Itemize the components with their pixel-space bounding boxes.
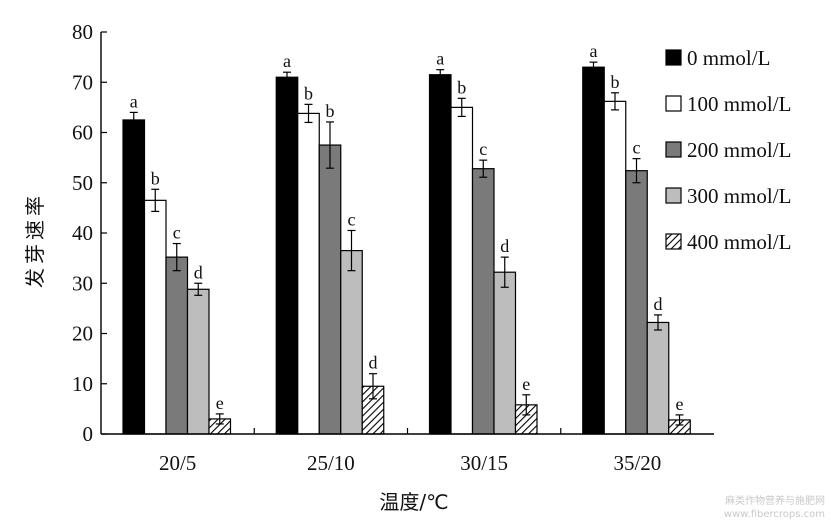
y-tick-label: 30 bbox=[72, 271, 93, 295]
significance-label: c bbox=[348, 209, 356, 229]
bar bbox=[428, 74, 452, 435]
legend-swatch bbox=[665, 49, 682, 66]
bar bbox=[186, 288, 210, 435]
y-tick-label: 0 bbox=[83, 422, 94, 446]
bar bbox=[340, 249, 363, 435]
y-axis: 0 10 20 30 40 50 60 70 80 bbox=[72, 20, 107, 446]
legend-label: 200 mmol/L bbox=[687, 138, 791, 162]
bar bbox=[450, 106, 474, 435]
legend: 0 mmol/L 100 mmol/L 200 mmol/L 300 mmol/L 40… bbox=[665, 46, 791, 254]
legend-label: 100 mmol/L bbox=[687, 92, 791, 116]
bar bbox=[646, 321, 670, 435]
significance-label: c bbox=[633, 138, 641, 158]
significance-label: e bbox=[676, 394, 684, 414]
significance-label: e bbox=[522, 374, 530, 394]
legend-label: 0 mmol/L bbox=[687, 46, 770, 70]
significance-label: b bbox=[304, 83, 313, 103]
x-tick-label: 30/15 bbox=[460, 451, 508, 475]
bar bbox=[318, 144, 342, 435]
significance-label: a bbox=[130, 91, 138, 111]
watermark-line-1: 麻类作物营养与施肥网 bbox=[725, 496, 825, 507]
y-tick-label: 10 bbox=[72, 372, 93, 396]
significance-label: b bbox=[457, 77, 466, 97]
watermark-line-2: www.fibercrops.com bbox=[723, 509, 825, 520]
x-tick-label: 20/5 bbox=[159, 451, 196, 475]
legend-label: 300 mmol/L bbox=[687, 184, 791, 208]
y-tick-label: 50 bbox=[72, 171, 93, 195]
y-tick-label: 20 bbox=[72, 322, 93, 346]
bar bbox=[493, 271, 517, 435]
significance-label: d bbox=[654, 294, 663, 314]
significance-label: a bbox=[590, 41, 598, 61]
significance-label: a bbox=[436, 49, 444, 69]
bar bbox=[582, 66, 605, 435]
bar bbox=[122, 119, 146, 435]
significance-label: d bbox=[194, 262, 203, 282]
legend-swatch bbox=[665, 187, 682, 204]
bar bbox=[275, 76, 299, 435]
significance-label: b bbox=[326, 101, 335, 121]
bar bbox=[297, 112, 320, 435]
bar bbox=[143, 199, 167, 435]
bar bbox=[165, 256, 189, 435]
y-tick-label: 80 bbox=[72, 20, 93, 44]
legend-swatch bbox=[665, 233, 682, 250]
y-tick-label: 60 bbox=[72, 121, 93, 145]
significance-label: d bbox=[369, 353, 378, 373]
x-axis: 20/5 25/10 30/15 35/20 bbox=[101, 428, 714, 475]
significance-label: c bbox=[479, 139, 487, 159]
significance-label: a bbox=[283, 51, 291, 71]
y-axis-title: 发芽速率 bbox=[23, 192, 47, 288]
bar bbox=[603, 100, 627, 435]
legend-label: 400 mmol/L bbox=[687, 230, 791, 254]
significance-label: c bbox=[173, 223, 181, 243]
bar bbox=[625, 170, 648, 435]
y-tick-label: 40 bbox=[72, 221, 93, 245]
y-tick-label: 70 bbox=[72, 70, 93, 94]
x-axis-title: 温度/℃ bbox=[379, 490, 448, 514]
significance-label: d bbox=[500, 236, 509, 256]
bar bbox=[471, 168, 495, 435]
legend-swatch bbox=[665, 95, 682, 112]
significance-label: e bbox=[216, 393, 224, 413]
legend-swatch bbox=[665, 141, 682, 158]
significance-label: b bbox=[151, 168, 160, 188]
watermark: 麻类作物营养与施肥网 www.fibercrops.com bbox=[724, 495, 825, 521]
x-tick-label: 35/20 bbox=[613, 451, 661, 475]
x-tick-label: 25/10 bbox=[307, 451, 355, 475]
significance-label: b bbox=[611, 72, 620, 92]
